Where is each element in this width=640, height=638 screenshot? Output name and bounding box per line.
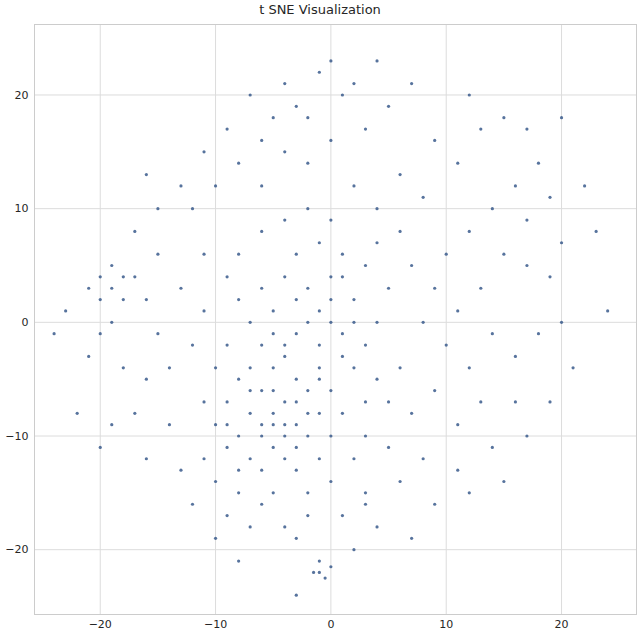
- svg-text:20: 20: [555, 618, 569, 631]
- svg-text:20: 20: [15, 89, 29, 102]
- svg-text:10: 10: [15, 202, 29, 215]
- svg-text:10: 10: [439, 618, 453, 631]
- html-text:t SNE Visualization: t SNE Visualization: [259, 2, 381, 17]
- svg-text:−10: −10: [204, 618, 227, 631]
- svg-text:0: 0: [22, 316, 29, 329]
- svg-text:0: 0: [327, 618, 334, 631]
- svg-text:−10: −10: [5, 430, 28, 443]
- svg-text:−20: −20: [5, 543, 28, 556]
- svg-text:−20: −20: [89, 618, 112, 631]
